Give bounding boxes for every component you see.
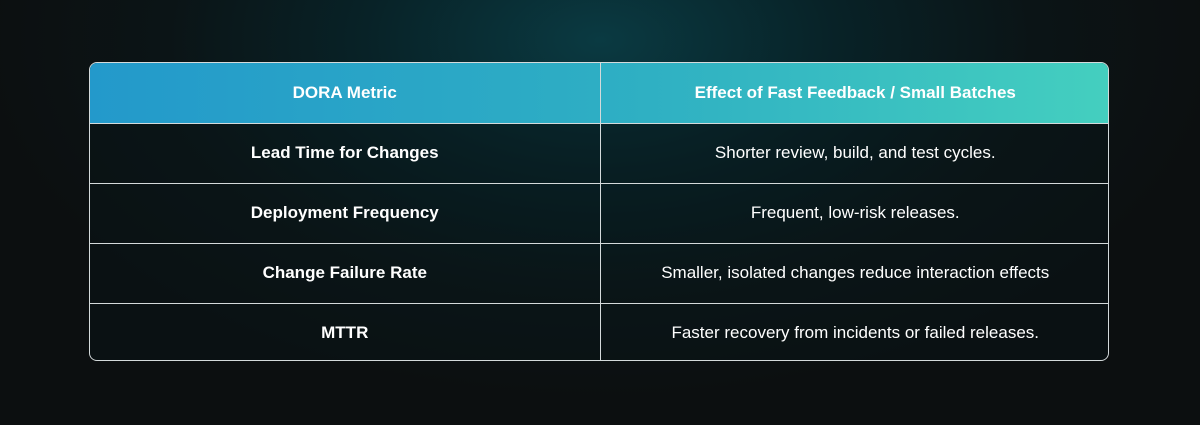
effect-cell: Frequent, low-risk releases.	[600, 182, 1108, 243]
metrics-table: DORA Metric Effect of Fast Feedback / Sm…	[90, 63, 1108, 360]
metric-cell: Change Failure Rate	[90, 242, 601, 303]
table-header: DORA Metric Effect of Fast Feedback / Sm…	[90, 63, 1108, 123]
effect-cell: Faster recovery from incidents or failed…	[600, 302, 1108, 360]
dora-metrics-table: DORA Metric Effect of Fast Feedback / Sm…	[89, 62, 1109, 361]
metric-cell: Deployment Frequency	[90, 182, 601, 243]
metric-cell: Lead Time for Changes	[90, 122, 601, 183]
table-row: Deployment Frequency Frequent, low-risk …	[90, 182, 1108, 243]
effect-cell: Shorter review, build, and test cycles.	[600, 122, 1108, 183]
table-body: Lead Time for Changes Shorter review, bu…	[90, 122, 1108, 360]
effect-cell: Smaller, isolated changes reduce interac…	[600, 242, 1108, 303]
table-row: Change Failure Rate Smaller, isolated ch…	[90, 242, 1108, 303]
header-dora-metric: DORA Metric	[90, 63, 601, 123]
table-row: Lead Time for Changes Shorter review, bu…	[90, 122, 1108, 183]
header-row: DORA Metric Effect of Fast Feedback / Sm…	[90, 63, 1108, 123]
table-row: MTTR Faster recovery from incidents or f…	[90, 302, 1108, 360]
header-effect: Effect of Fast Feedback / Small Batches	[694, 82, 1016, 102]
metric-cell: MTTR	[90, 302, 601, 360]
